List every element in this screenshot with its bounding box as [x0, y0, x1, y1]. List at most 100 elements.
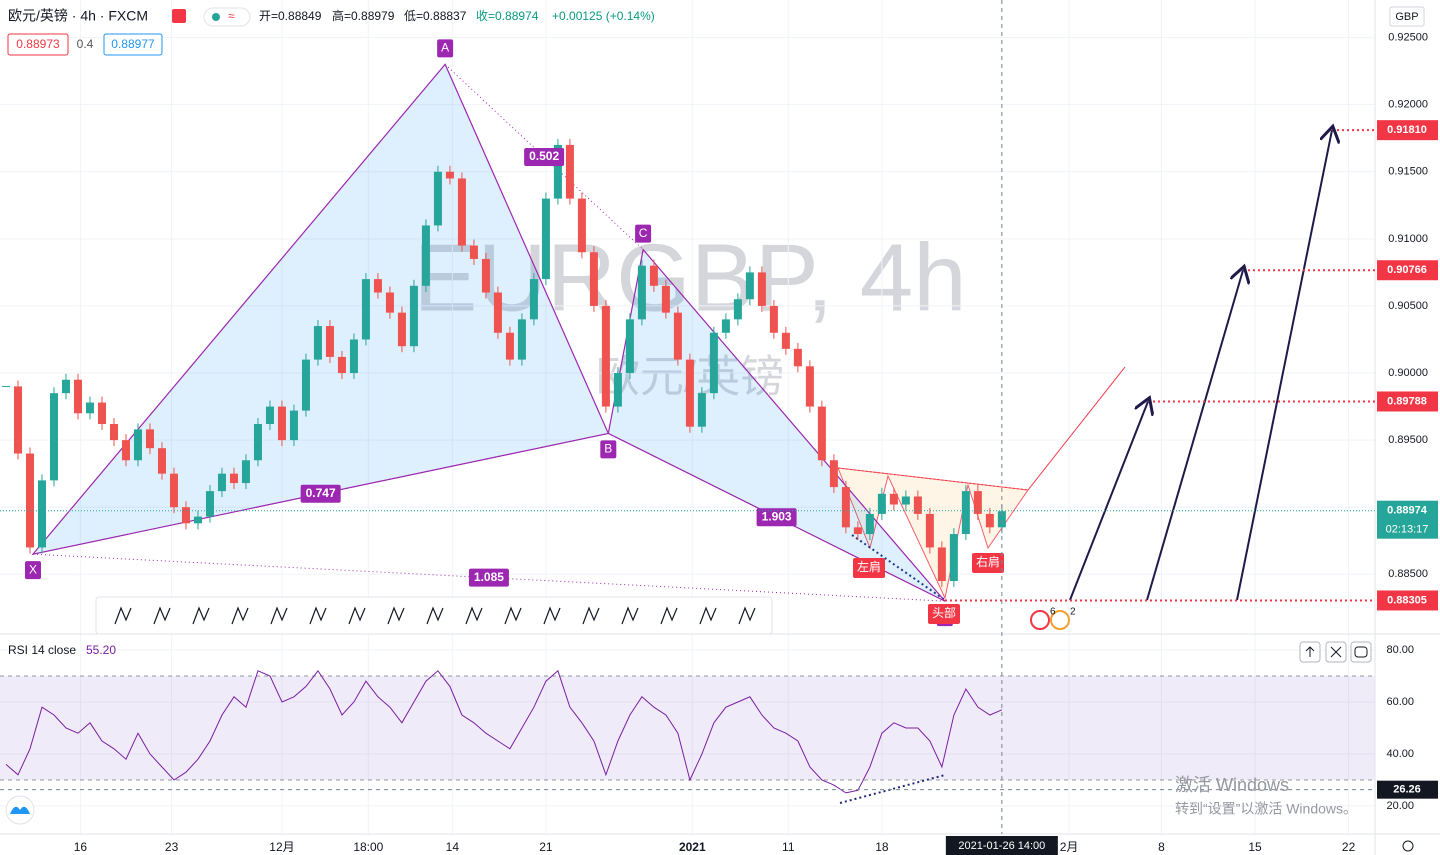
tool-icon — [582, 606, 600, 625]
level-label: 0.91810 — [1387, 124, 1427, 136]
hs-label-box — [853, 558, 885, 578]
x-tick-label: 16 — [74, 840, 88, 854]
icon — [1354, 646, 1368, 658]
hs-label-box — [972, 553, 1004, 573]
tool-button[interactable] — [383, 603, 409, 629]
buy-button[interactable] — [103, 33, 163, 56]
candle — [697, 393, 706, 427]
tool-button[interactable] — [110, 603, 136, 629]
tool-icon — [621, 606, 639, 625]
rsi-tick-label: 80.00 — [1386, 644, 1414, 656]
tool-button[interactable] — [578, 603, 604, 629]
tool-button[interactable] — [188, 603, 214, 629]
tool-button[interactable] — [500, 603, 526, 629]
candle — [445, 171, 454, 179]
candle — [469, 245, 478, 259]
candle — [325, 326, 334, 357]
ratio-label: 0.502 — [529, 149, 559, 163]
candle — [565, 144, 574, 199]
candle — [373, 279, 382, 293]
tool-button[interactable] — [695, 603, 721, 629]
level-label: 0.88305 — [1387, 594, 1427, 606]
last-price-label: 0.88974 — [1387, 505, 1428, 517]
tool-icon — [309, 606, 327, 625]
level-label-box — [1377, 391, 1438, 412]
tool-button[interactable] — [266, 603, 292, 629]
candle — [577, 198, 586, 253]
level-label-box — [1377, 120, 1438, 141]
tool-icon — [738, 606, 756, 625]
candle — [313, 326, 322, 360]
candle — [961, 491, 970, 535]
rsi-band — [0, 676, 1375, 780]
candle — [205, 491, 214, 517]
maximize-button[interactable] — [1350, 641, 1372, 663]
y-tick-label: 0.91000 — [1388, 233, 1428, 245]
candle — [157, 448, 166, 474]
rsi-tick-label: 20.00 — [1386, 800, 1414, 812]
divergence-line — [851, 534, 946, 601]
tool-icon — [543, 606, 561, 625]
watermark-symbol: EURGBP, 4h — [413, 224, 966, 331]
candle — [349, 339, 358, 374]
settings-button[interactable] — [1402, 840, 1414, 852]
pattern-point-label: C — [639, 226, 648, 240]
tool-button[interactable] — [539, 603, 565, 629]
rsi-tick-label: 60.00 — [1386, 696, 1414, 708]
ask: 0.88977 — [111, 37, 155, 51]
tool-icon — [192, 606, 210, 625]
candle — [61, 379, 70, 394]
x-tick-label: 11 — [782, 840, 795, 854]
tool-button[interactable] — [734, 603, 760, 629]
windows-activate: 激活 Windows — [1175, 775, 1289, 795]
candle — [853, 527, 862, 535]
tool-button[interactable] — [149, 603, 175, 629]
event-icon[interactable] — [1030, 610, 1050, 630]
candle — [553, 144, 562, 199]
tool-icon — [504, 606, 522, 625]
candle — [913, 496, 922, 514]
tool-button[interactable] — [422, 603, 448, 629]
candle — [169, 473, 178, 508]
candle — [361, 279, 370, 340]
low: 低=0.88837 — [404, 9, 467, 23]
currency-box[interactable] — [1389, 6, 1425, 27]
bid: 0.88973 — [16, 37, 60, 51]
tool-button[interactable] — [305, 603, 331, 629]
tool-icon — [153, 606, 171, 625]
hs-label: 右肩 — [976, 554, 1000, 569]
candle — [673, 312, 682, 360]
level-label: 0.89788 — [1387, 395, 1427, 407]
candle — [901, 496, 910, 505]
tool-icon — [348, 606, 366, 625]
projection-line — [1027, 366, 1126, 491]
tool-button[interactable] — [617, 603, 643, 629]
candle — [829, 460, 838, 488]
candle — [97, 402, 106, 425]
drawing-toolbar — [95, 596, 773, 635]
flag[interactable] — [172, 9, 186, 23]
pattern-point-label: X — [29, 562, 37, 576]
candle — [733, 299, 742, 320]
tool-button[interactable] — [227, 603, 253, 629]
candle — [949, 534, 958, 582]
candle — [985, 513, 994, 528]
candle — [709, 332, 718, 394]
sell-button[interactable] — [7, 33, 69, 56]
hs-label: 头部 — [932, 605, 956, 620]
tool-button[interactable] — [461, 603, 487, 629]
tool-button[interactable] — [344, 603, 370, 629]
candle — [109, 424, 118, 441]
tool-icon — [231, 606, 249, 625]
x-tick-label: 8 — [1158, 840, 1165, 854]
event-icon[interactable] — [1050, 610, 1070, 630]
candle — [997, 511, 1006, 528]
candle — [337, 356, 346, 374]
tool-button[interactable] — [656, 603, 682, 629]
candle — [781, 332, 790, 349]
tool-icon — [660, 606, 678, 625]
candle — [73, 379, 82, 414]
tool-icon — [699, 606, 717, 625]
event-count: 2 — [1070, 607, 1076, 618]
